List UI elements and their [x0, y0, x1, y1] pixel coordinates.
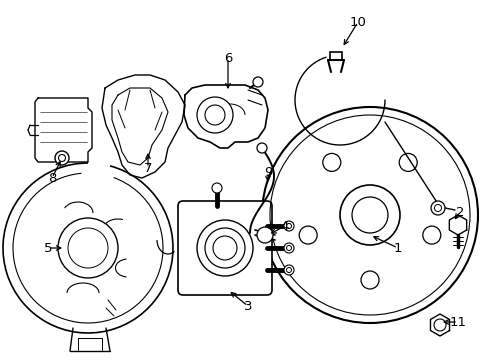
Text: 8: 8 [48, 171, 56, 184]
Circle shape [430, 201, 444, 215]
Circle shape [257, 143, 266, 153]
Circle shape [284, 243, 293, 253]
Circle shape [55, 151, 69, 165]
Circle shape [284, 265, 293, 275]
Text: 7: 7 [143, 162, 152, 175]
Text: 3: 3 [243, 300, 252, 312]
Circle shape [212, 183, 222, 193]
Circle shape [58, 218, 118, 278]
Text: 6: 6 [224, 51, 232, 64]
Text: 10: 10 [349, 15, 366, 28]
Text: 1: 1 [393, 242, 402, 255]
Text: 2: 2 [455, 206, 463, 219]
Circle shape [197, 220, 252, 276]
Circle shape [197, 97, 232, 133]
Circle shape [422, 226, 440, 244]
Circle shape [322, 153, 340, 171]
Text: 9: 9 [263, 166, 272, 179]
Circle shape [252, 77, 263, 87]
Circle shape [398, 153, 416, 171]
Text: 4: 4 [280, 220, 288, 233]
Text: 5: 5 [43, 242, 52, 255]
Circle shape [257, 227, 272, 243]
Circle shape [339, 185, 399, 245]
Circle shape [299, 226, 317, 244]
Circle shape [360, 271, 378, 289]
FancyBboxPatch shape [178, 201, 271, 295]
Text: 11: 11 [448, 315, 466, 328]
Circle shape [262, 107, 477, 323]
Circle shape [284, 221, 293, 231]
Circle shape [351, 197, 387, 233]
